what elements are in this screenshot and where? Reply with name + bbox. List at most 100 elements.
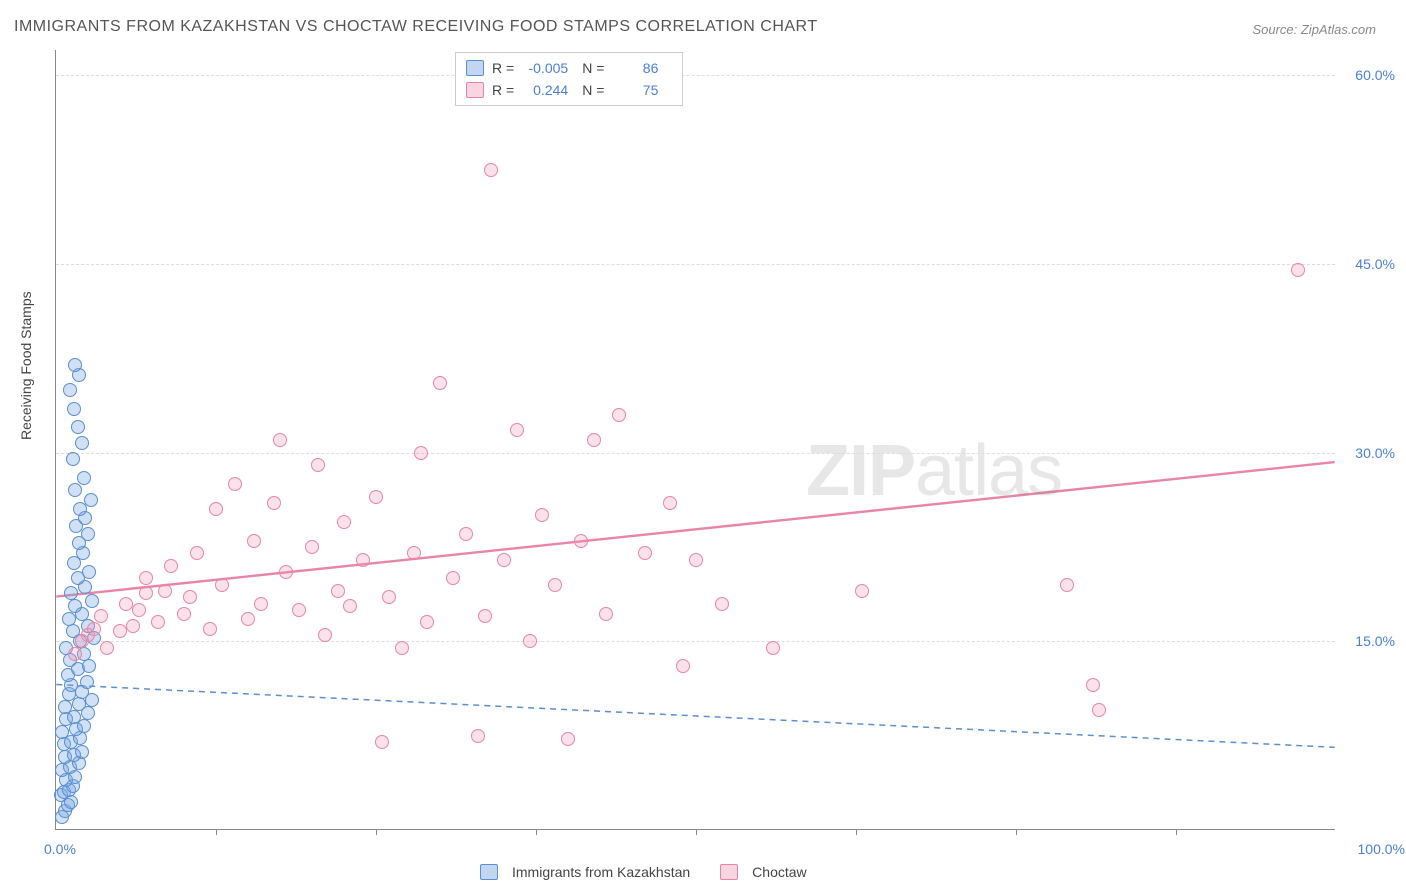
scatter-point [766, 641, 780, 655]
scatter-point [337, 515, 351, 529]
scatter-point [81, 527, 95, 541]
y-axis-label: Receiving Food Stamps [18, 291, 34, 440]
legend-item-1: Choctaw [720, 864, 806, 880]
scatter-point [1060, 578, 1074, 592]
x-tick [216, 829, 217, 835]
scatter-point [484, 163, 498, 177]
scatter-point [1291, 263, 1305, 277]
scatter-point [420, 615, 434, 629]
scatter-point [369, 490, 383, 504]
n-value: 75 [608, 82, 658, 98]
scatter-point [574, 534, 588, 548]
scatter-point [68, 358, 82, 372]
scatter-point [523, 634, 537, 648]
chart-title: IMMIGRANTS FROM KAZAKHSTAN VS CHOCTAW RE… [14, 18, 818, 36]
scatter-point [68, 599, 82, 613]
source-attribution: Source: ZipAtlas.com [1252, 22, 1376, 37]
scatter-point [855, 584, 869, 598]
scatter-point [71, 420, 85, 434]
scatter-point [67, 402, 81, 416]
scatter-point [638, 546, 652, 560]
legend-label: Immigrants from Kazakhstan [512, 864, 690, 880]
series-legend: Immigrants from Kazakhstan Choctaw [480, 864, 807, 880]
legend-label: Choctaw [752, 864, 806, 880]
scatter-point [190, 546, 204, 560]
scatter-point [164, 559, 178, 573]
scatter-point [66, 452, 80, 466]
scatter-point [68, 483, 82, 497]
r-value: -0.005 [518, 60, 568, 76]
scatter-point [241, 612, 255, 626]
scatter-point [395, 641, 409, 655]
scatter-point [478, 609, 492, 623]
scatter-point [497, 553, 511, 567]
scatter-point [612, 408, 626, 422]
scatter-point [63, 383, 77, 397]
scatter-point [676, 659, 690, 673]
scatter-point [94, 609, 108, 623]
y-tick-label: 15.0% [1355, 633, 1395, 649]
scatter-point [292, 603, 306, 617]
x-tick [536, 829, 537, 835]
scatter-point [689, 553, 703, 567]
scatter-point [247, 534, 261, 548]
n-value: 86 [608, 60, 658, 76]
scatter-point [80, 675, 94, 689]
scatter-point [548, 578, 562, 592]
scatter-point [84, 493, 98, 507]
scatter-point [471, 729, 485, 743]
watermark-light: atlas [915, 431, 1062, 511]
scatter-point [663, 496, 677, 510]
scatter-point [55, 725, 69, 739]
scatter-point [64, 586, 78, 600]
scatter-point [82, 659, 96, 673]
scatter-point [561, 732, 575, 746]
scatter-point [273, 433, 287, 447]
r-label: R = [492, 60, 514, 76]
scatter-point [85, 594, 99, 608]
scatter-point [1086, 678, 1100, 692]
scatter-point [87, 622, 101, 636]
trend-lines-svg [56, 50, 1335, 829]
r-label: R = [492, 82, 514, 98]
scatter-point [58, 700, 72, 714]
legend-row-1: R = 0.244 N = 75 [466, 79, 672, 101]
scatter-point [151, 615, 165, 629]
scatter-point [414, 446, 428, 460]
legend-swatch-blue [466, 60, 484, 76]
trend-line [56, 462, 1334, 596]
x-tick [376, 829, 377, 835]
y-tick-label: 30.0% [1355, 445, 1395, 461]
gridline-horizontal [56, 75, 1335, 76]
scatter-point [1092, 703, 1106, 717]
x-tick-label-max: 100.0% [1358, 841, 1405, 857]
x-tick [1016, 829, 1017, 835]
scatter-point [209, 502, 223, 516]
scatter-point [75, 436, 89, 450]
scatter-point [599, 607, 613, 621]
watermark: ZIPatlas [806, 430, 1062, 512]
scatter-point [82, 565, 96, 579]
legend-swatch-pink [466, 82, 484, 98]
source-link[interactable]: ZipAtlas.com [1301, 22, 1376, 37]
source-label: Source: [1252, 22, 1300, 37]
scatter-point [267, 496, 281, 510]
scatter-point [139, 571, 153, 585]
scatter-point [177, 607, 191, 621]
n-label: N = [582, 82, 604, 98]
y-tick-label: 45.0% [1355, 256, 1395, 272]
scatter-chart: ZIPatlas 15.0%30.0%45.0%60.0%0.0%100.0% [55, 50, 1335, 830]
scatter-point [318, 628, 332, 642]
watermark-bold: ZIP [806, 431, 915, 511]
scatter-point [587, 433, 601, 447]
scatter-point [254, 597, 268, 611]
r-value: 0.244 [518, 82, 568, 98]
scatter-point [126, 619, 140, 633]
scatter-point [228, 477, 242, 491]
correlation-legend: R = -0.005 N = 86 R = 0.244 N = 75 [455, 52, 683, 106]
legend-item-0: Immigrants from Kazakhstan [480, 864, 690, 880]
scatter-point [433, 376, 447, 390]
scatter-point [382, 590, 396, 604]
scatter-point [139, 586, 153, 600]
gridline-horizontal [56, 453, 1335, 454]
